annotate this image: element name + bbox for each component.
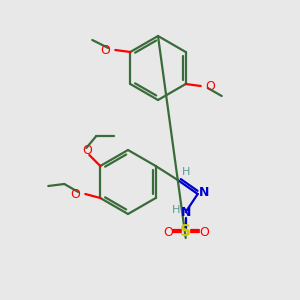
Text: O: O [82, 145, 92, 158]
Text: H: H [172, 205, 180, 215]
Text: O: O [163, 226, 173, 238]
Text: N: N [199, 187, 209, 200]
Text: H: H [182, 167, 190, 177]
Text: O: O [70, 188, 80, 200]
Text: O: O [100, 44, 110, 56]
Text: O: O [206, 80, 216, 92]
Text: O: O [199, 226, 209, 238]
Text: S: S [180, 224, 191, 239]
Text: N: N [181, 206, 191, 218]
